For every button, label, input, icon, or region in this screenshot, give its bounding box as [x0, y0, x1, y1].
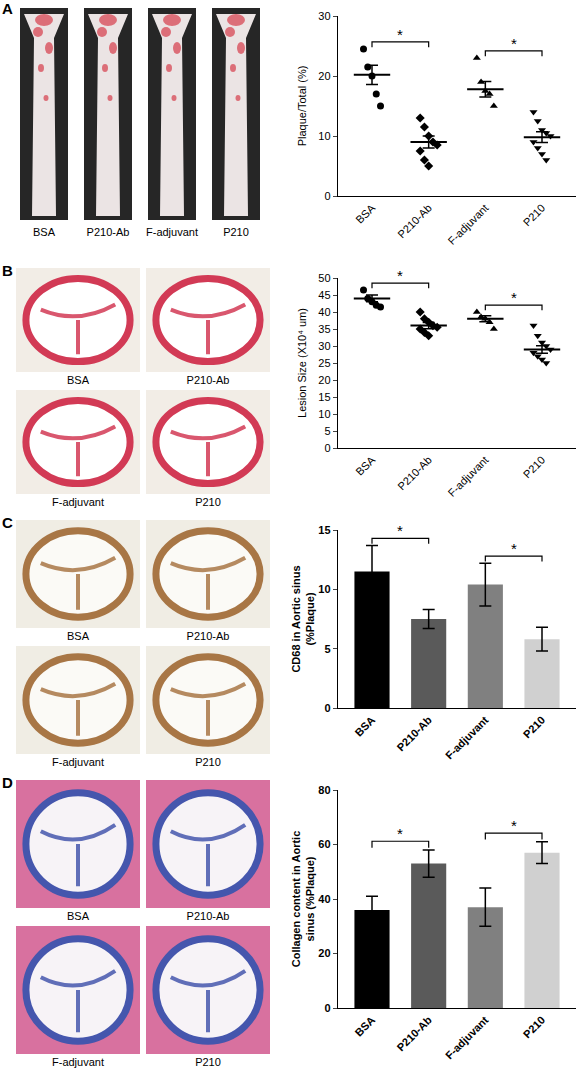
html-text:P210: P210 — [223, 226, 249, 238]
svg-text:*: * — [397, 26, 403, 43]
svg-text:P210-Ab: P210-Ab — [394, 714, 434, 754]
svg-text:CD68 in Aortic sinus(%Plaque): CD68 in Aortic sinus(%Plaque) — [290, 565, 316, 672]
svg-text:*: * — [397, 522, 403, 539]
svg-text:10: 10 — [318, 408, 330, 420]
svg-text:10: 10 — [318, 130, 330, 142]
svg-text:Lesion Size (X10⁴ um): Lesion Size (X10⁴ um) — [296, 308, 308, 418]
html-text:BSA: BSA — [67, 374, 89, 386]
svg-text:0: 0 — [324, 1002, 330, 1014]
html-text:D: D — [2, 774, 13, 791]
html-text:BSA: BSA — [67, 910, 89, 922]
svg-text:P210-Ab: P210-Ab — [395, 202, 434, 241]
svg-text:50: 50 — [318, 272, 330, 284]
svg-text:15: 15 — [318, 391, 330, 403]
svg-text:35: 35 — [318, 323, 330, 335]
svg-text:15: 15 — [318, 524, 330, 536]
svg-text:BSA: BSA — [353, 453, 378, 478]
html-text:F-adjuvant: F-adjuvant — [52, 496, 104, 508]
html-text:C: C — [2, 514, 13, 531]
html-text:P210: P210 — [195, 1056, 221, 1068]
svg-text:F-adjuvant: F-adjuvant — [443, 1013, 491, 1061]
svg-text:BSA: BSA — [352, 1014, 377, 1039]
svg-text:20: 20 — [318, 947, 330, 959]
svg-text:F-adjuvant: F-adjuvant — [445, 202, 490, 247]
svg-text:60: 60 — [318, 838, 330, 850]
svg-text:20: 20 — [318, 70, 330, 82]
svg-text:F-adjuvant: F-adjuvant — [443, 713, 491, 761]
svg-text:Collagen content in Aorticsinu: Collagen content in Aorticsinus (%Plaque… — [290, 831, 316, 968]
svg-text:P210: P210 — [521, 202, 548, 229]
svg-text:*: * — [511, 817, 517, 834]
html-text:B: B — [2, 262, 13, 279]
html-text:P210-Ab: P210-Ab — [186, 910, 230, 922]
svg-text:80: 80 — [318, 784, 330, 796]
svg-text:40: 40 — [318, 306, 330, 318]
svg-text:10: 10 — [318, 583, 330, 595]
svg-text:*: * — [511, 289, 517, 306]
html-text:BSA: BSA — [33, 226, 55, 238]
html-text:BSA: BSA — [67, 630, 89, 642]
html-text:P210-Ab: P210-Ab — [186, 630, 230, 642]
svg-text:P210: P210 — [521, 714, 548, 741]
svg-text:*: * — [511, 540, 517, 557]
svg-text:F-adjuvant: F-adjuvant — [445, 454, 490, 499]
html-text:F-adjuvant: F-adjuvant — [146, 226, 198, 238]
svg-text:P210-Ab: P210-Ab — [394, 1014, 434, 1054]
svg-text:45: 45 — [318, 289, 330, 301]
svg-text:BSA: BSA — [352, 714, 377, 739]
svg-text:0: 0 — [324, 442, 330, 454]
html-text:P210: P210 — [195, 496, 221, 508]
svg-text:30: 30 — [318, 10, 330, 22]
svg-text:*: * — [397, 825, 403, 842]
svg-text:P210: P210 — [521, 1014, 548, 1041]
html-text:P210-Ab: P210-Ab — [186, 374, 230, 386]
svg-text:P210-Ab: P210-Ab — [395, 454, 434, 493]
html-text:F-adjuvant: F-adjuvant — [52, 756, 104, 768]
html-text:P210: P210 — [195, 756, 221, 768]
svg-text:BSA: BSA — [353, 201, 378, 226]
svg-text:0: 0 — [324, 190, 330, 202]
svg-text:30: 30 — [318, 340, 330, 352]
svg-text:*: * — [511, 35, 517, 52]
svg-text:Plaque/Total (%): Plaque/Total (%) — [296, 66, 308, 147]
svg-text:*: * — [397, 267, 403, 284]
html-text:P210-Ab: P210-Ab — [86, 226, 130, 238]
svg-text:40: 40 — [318, 893, 330, 905]
html-text:F-adjuvant: F-adjuvant — [52, 1056, 104, 1068]
svg-text:5: 5 — [324, 643, 330, 655]
html-text:A: A — [2, 0, 13, 17]
svg-text:5: 5 — [324, 425, 330, 437]
svg-text:20: 20 — [318, 374, 330, 386]
svg-text:25: 25 — [318, 357, 330, 369]
svg-text:0: 0 — [324, 702, 330, 714]
svg-text:P210: P210 — [521, 454, 548, 481]
